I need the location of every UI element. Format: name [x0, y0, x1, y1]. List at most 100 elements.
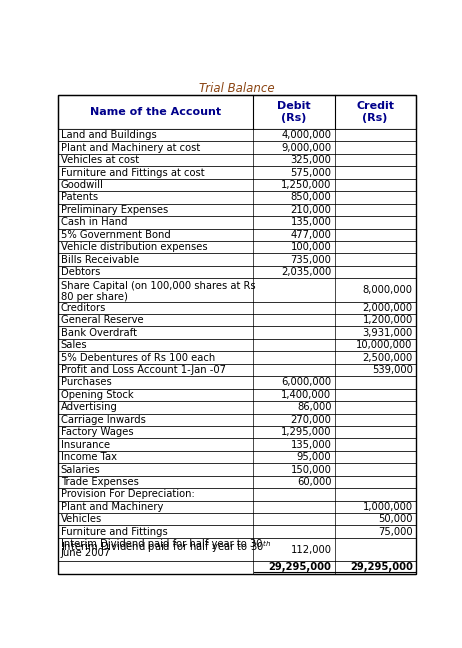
- Bar: [58, 241, 416, 253]
- Text: Vehicles: Vehicles: [61, 515, 102, 524]
- Text: 5% Government Bond: 5% Government Bond: [61, 230, 170, 240]
- Text: Opening Stock: Opening Stock: [61, 390, 134, 400]
- Text: 477,000: 477,000: [291, 230, 331, 240]
- Bar: [58, 129, 416, 141]
- Text: 1,250,000: 1,250,000: [281, 180, 331, 190]
- Bar: [58, 339, 416, 351]
- Text: Income Tax: Income Tax: [61, 452, 117, 462]
- Bar: [58, 179, 416, 191]
- Text: 2,500,000: 2,500,000: [363, 353, 413, 362]
- Text: 8,000,000: 8,000,000: [363, 285, 413, 295]
- Bar: [58, 501, 416, 513]
- Bar: [58, 278, 416, 301]
- Text: Bank Overdraft: Bank Overdraft: [61, 328, 137, 338]
- Text: 735,000: 735,000: [291, 255, 331, 264]
- Bar: [58, 167, 416, 179]
- Text: Name of the Account: Name of the Account: [90, 107, 221, 117]
- Bar: [58, 203, 416, 216]
- Text: 2,000,000: 2,000,000: [363, 303, 413, 313]
- Text: June 2007: June 2007: [61, 548, 111, 558]
- Bar: [58, 451, 416, 463]
- Text: Patents: Patents: [61, 192, 98, 202]
- Text: Credit
(Rs): Credit (Rs): [356, 101, 394, 123]
- Text: 1,000,000: 1,000,000: [363, 502, 413, 512]
- Text: Plant and Machinery at cost: Plant and Machinery at cost: [61, 143, 200, 153]
- Bar: [58, 314, 416, 327]
- Bar: [58, 216, 416, 229]
- Text: Furniture and Fittings at cost: Furniture and Fittings at cost: [61, 168, 205, 178]
- Text: Debtors: Debtors: [61, 267, 100, 277]
- Text: 1,295,000: 1,295,000: [281, 427, 331, 437]
- Text: 60,000: 60,000: [297, 477, 331, 487]
- Bar: [58, 413, 416, 426]
- Text: Advertising: Advertising: [61, 402, 118, 412]
- Text: 86,000: 86,000: [297, 402, 331, 412]
- Text: 10,000,000: 10,000,000: [356, 340, 413, 350]
- Text: 2,035,000: 2,035,000: [281, 267, 331, 277]
- Text: Purchases: Purchases: [61, 377, 112, 388]
- Bar: [58, 426, 416, 439]
- Text: Vehicles at cost: Vehicles at cost: [61, 155, 139, 165]
- Text: 95,000: 95,000: [297, 452, 331, 462]
- Text: Sales: Sales: [61, 340, 87, 350]
- Text: 9,000,000: 9,000,000: [281, 143, 331, 153]
- Text: 325,000: 325,000: [291, 155, 331, 165]
- Bar: [58, 513, 416, 526]
- Text: Profit and Loss Account 1-Jan -07: Profit and Loss Account 1-Jan -07: [61, 365, 226, 375]
- Text: 1,400,000: 1,400,000: [281, 390, 331, 400]
- Text: Land and Buildings: Land and Buildings: [61, 130, 157, 140]
- Text: 75,000: 75,000: [378, 527, 413, 537]
- Text: Interim Dividend paid for half year to 30$^{th}$: Interim Dividend paid for half year to 3…: [61, 540, 272, 555]
- Text: Provision For Depreciation:: Provision For Depreciation:: [61, 489, 195, 500]
- Bar: [58, 154, 416, 167]
- Text: Trade Expenses: Trade Expenses: [61, 477, 139, 487]
- Text: 50,000: 50,000: [378, 515, 413, 524]
- Text: 850,000: 850,000: [291, 192, 331, 202]
- Bar: [58, 463, 416, 476]
- Text: Furniture and Fittings: Furniture and Fittings: [61, 527, 168, 537]
- Text: Salaries: Salaries: [61, 465, 101, 474]
- Bar: [58, 351, 416, 364]
- Text: Interim Dividend paid for half year to 30: Interim Dividend paid for half year to 3…: [61, 540, 262, 550]
- Text: 112,000: 112,000: [291, 544, 331, 555]
- Bar: [58, 488, 416, 501]
- Text: Plant and Machinery: Plant and Machinery: [61, 502, 163, 512]
- Bar: [58, 401, 416, 413]
- Bar: [58, 229, 416, 241]
- Text: Debit
(Rs): Debit (Rs): [277, 101, 310, 123]
- Bar: [58, 526, 416, 538]
- Text: Vehicle distribution expenses: Vehicle distribution expenses: [61, 242, 207, 252]
- Bar: [58, 376, 416, 389]
- Text: General Reserve: General Reserve: [61, 315, 144, 325]
- Text: 29,295,000: 29,295,000: [268, 562, 331, 572]
- Text: Insurance: Insurance: [61, 439, 110, 450]
- Text: Factory Wages: Factory Wages: [61, 427, 134, 437]
- Text: Bills Receivable: Bills Receivable: [61, 255, 139, 264]
- Text: 575,000: 575,000: [291, 168, 331, 178]
- Bar: [58, 301, 416, 314]
- Text: 1,200,000: 1,200,000: [363, 315, 413, 325]
- Text: 6,000,000: 6,000,000: [281, 377, 331, 388]
- Text: 150,000: 150,000: [291, 465, 331, 474]
- Text: 100,000: 100,000: [291, 242, 331, 252]
- Bar: [58, 389, 416, 401]
- Text: 210,000: 210,000: [291, 205, 331, 215]
- Text: 539,000: 539,000: [372, 365, 413, 375]
- Bar: [58, 327, 416, 339]
- Bar: [58, 476, 416, 488]
- Text: 29,295,000: 29,295,000: [350, 562, 413, 572]
- Text: Share Capital (on 100,000 shares at Rs
80 per share): Share Capital (on 100,000 shares at Rs 8…: [61, 281, 255, 302]
- Bar: [58, 538, 416, 561]
- Bar: [58, 191, 416, 203]
- Text: 135,000: 135,000: [291, 439, 331, 450]
- Bar: [58, 439, 416, 451]
- Text: Trial Balance: Trial Balance: [199, 82, 274, 95]
- Text: Goodwill: Goodwill: [61, 180, 104, 190]
- Text: Creditors: Creditors: [61, 303, 106, 313]
- Text: 4,000,000: 4,000,000: [281, 130, 331, 140]
- Bar: [58, 364, 416, 376]
- Text: 135,000: 135,000: [291, 217, 331, 227]
- Text: 5% Debentures of Rs 100 each: 5% Debentures of Rs 100 each: [61, 353, 215, 362]
- Bar: [58, 95, 416, 129]
- Bar: [58, 141, 416, 154]
